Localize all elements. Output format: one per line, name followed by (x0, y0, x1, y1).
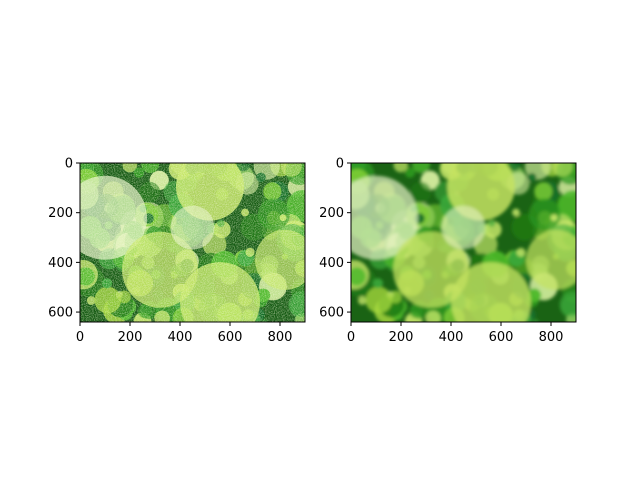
bokeh-circle (512, 208, 520, 217)
bokeh-circle (561, 295, 576, 317)
bokeh-highlight (526, 229, 576, 290)
bokeh-circle (534, 182, 553, 201)
y-tick-label: 200 (319, 206, 344, 221)
axes-frame (79, 162, 306, 323)
x-tick-label: 600 (489, 330, 514, 345)
bokeh-circle (408, 304, 423, 319)
bokeh-circle (357, 296, 367, 305)
bokeh-circle (557, 190, 576, 222)
bokeh-circle (389, 290, 402, 304)
bokeh-circle (528, 198, 561, 231)
bokeh-circle (365, 286, 393, 314)
bokeh-circle (532, 319, 539, 322)
x-tick-label: 400 (168, 330, 193, 345)
bokeh-circle (527, 172, 537, 183)
image-area (351, 163, 576, 322)
bokeh-highlight (351, 175, 418, 260)
x-tick-label: 200 (389, 330, 414, 345)
bokeh-circle (551, 163, 573, 177)
bokeh-circle (488, 219, 496, 227)
bokeh-circle (393, 163, 409, 173)
x-tick-label: 400 (439, 330, 464, 345)
bokeh-circle (372, 278, 384, 289)
image-area (80, 163, 305, 322)
y-tick-label: 0 (65, 157, 73, 172)
x-tick-label: 800 (539, 330, 564, 345)
bokeh-highlight (441, 205, 486, 250)
y-tick-label: 400 (319, 256, 344, 271)
bokeh-circle (404, 167, 416, 178)
image-noise (80, 163, 305, 322)
bokeh-layer (351, 163, 576, 322)
y-tick-label: 400 (48, 256, 73, 271)
bokeh-highlight (451, 262, 531, 322)
axes-left: 0 200 400 600 800 0 200 400 600 (48, 157, 306, 345)
bokeh-circle (550, 214, 558, 222)
y-tick-label: 600 (319, 306, 344, 321)
bokeh-circle (410, 181, 432, 203)
x-tick-label: 600 (218, 330, 243, 345)
y-tick-label: 600 (48, 306, 73, 321)
bokeh-circle (425, 310, 441, 322)
axes-right: 0 200 400 600 800 0 200 400 600 (319, 157, 577, 345)
bokeh-circle (351, 267, 366, 286)
axes-frame (350, 162, 577, 323)
y-tick-label: 0 (336, 157, 344, 172)
bokeh-circle (516, 247, 526, 257)
bokeh-circle (507, 163, 522, 172)
bokeh-circle (527, 288, 542, 303)
x-tick-label: 0 (347, 330, 355, 345)
bokeh-highlight (393, 231, 469, 308)
x-tick-label: 800 (268, 330, 293, 345)
x-tick-label: 0 (76, 330, 84, 345)
y-tick-label: 200 (48, 206, 73, 221)
x-tick-label: 200 (118, 330, 143, 345)
bokeh-circle (412, 163, 431, 174)
